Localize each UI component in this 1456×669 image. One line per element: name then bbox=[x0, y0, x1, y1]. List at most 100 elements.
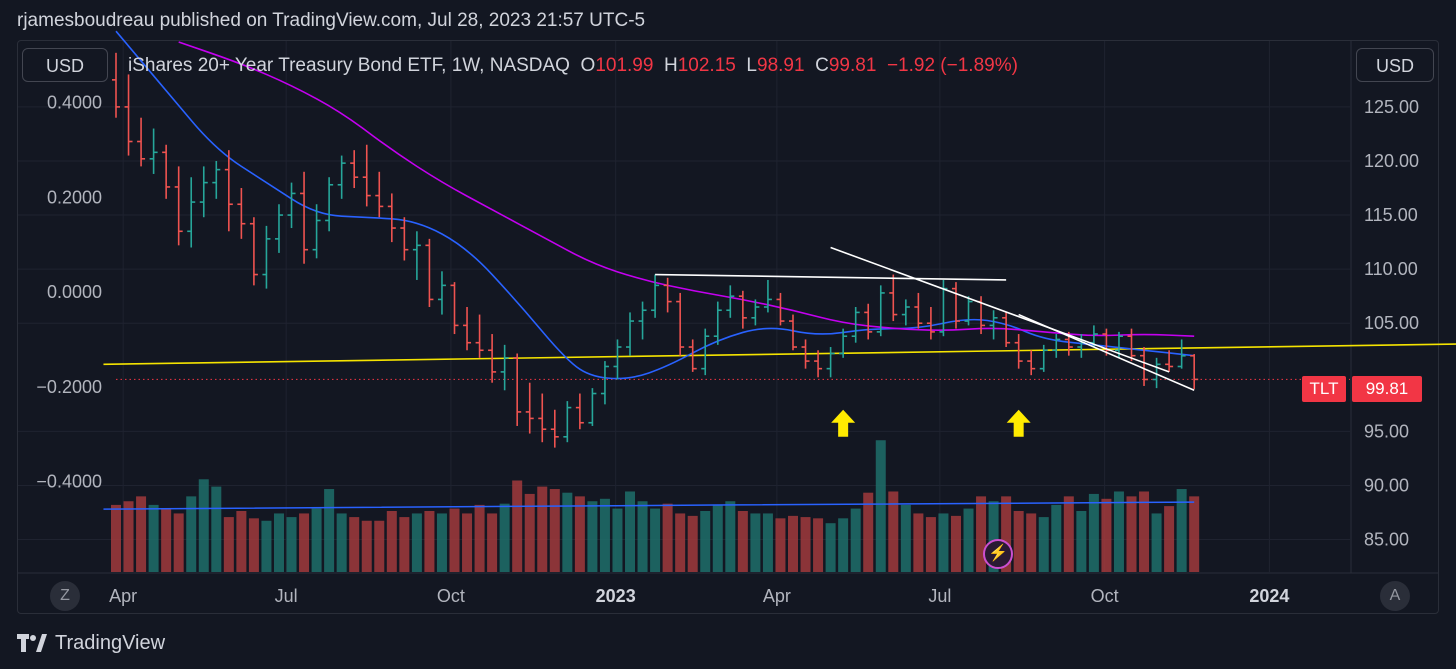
volume-bars bbox=[103, 440, 1200, 572]
ohlc-bar bbox=[513, 353, 522, 426]
sma-slow-line bbox=[178, 41, 1195, 338]
volume-bar bbox=[762, 513, 773, 572]
ohlc-bar bbox=[713, 301, 722, 345]
volume-bar bbox=[737, 511, 748, 572]
volume-bar bbox=[211, 486, 222, 572]
volume-bar bbox=[299, 513, 310, 572]
open-label: O bbox=[580, 55, 596, 76]
ohlc-bar bbox=[626, 312, 635, 356]
ohlc-bar bbox=[1152, 357, 1161, 389]
price-tick-label: 120.00 bbox=[1364, 151, 1419, 171]
volume-bar bbox=[976, 496, 987, 572]
volume-bar bbox=[599, 498, 610, 572]
volume-bar bbox=[136, 496, 147, 572]
volume-bar bbox=[273, 513, 284, 572]
ohlc-bar bbox=[651, 274, 660, 318]
volume-ma-line bbox=[103, 501, 1195, 510]
ohlc-bar bbox=[1077, 334, 1086, 358]
time-axis: Apr Jul Oct 2023 Apr Jul Oct 2024 bbox=[109, 586, 1289, 606]
chart-legend: iShares 20+ Year Treasury Bond ETF, 1W, … bbox=[128, 55, 1018, 77]
volume-bar bbox=[750, 513, 761, 572]
ohlc-bar bbox=[1165, 350, 1174, 372]
ohlc-bar bbox=[262, 225, 271, 289]
time-tick-label: Oct bbox=[437, 586, 465, 606]
volume-bar bbox=[574, 496, 585, 572]
volume-bar bbox=[424, 511, 435, 572]
volume-bar bbox=[587, 501, 598, 572]
time-tick-label: Jul bbox=[928, 586, 951, 606]
ohlc-bar bbox=[763, 279, 772, 313]
annotations bbox=[655, 246, 1195, 437]
volume-bar bbox=[462, 513, 473, 572]
ohlc-bar bbox=[1127, 328, 1136, 362]
volume-bar bbox=[487, 513, 498, 572]
price-tick-label: 90.00 bbox=[1364, 475, 1409, 495]
instrument-name: iShares 20+ Year Treasury Bond ETF, 1W, … bbox=[128, 55, 570, 76]
currency-button-left[interactable]: USD bbox=[22, 48, 108, 82]
volume-bar bbox=[925, 517, 936, 572]
volume-bar bbox=[900, 504, 911, 572]
volume-bar bbox=[336, 513, 347, 572]
ohlc-bar bbox=[249, 217, 258, 286]
ohlc-bar bbox=[312, 204, 321, 259]
tradingview-logo[interactable]: TradingView bbox=[17, 630, 165, 656]
volume-bar bbox=[1051, 504, 1062, 572]
ohlc-bar bbox=[500, 344, 509, 391]
volume-bar bbox=[813, 518, 824, 572]
volume-bar bbox=[938, 513, 949, 572]
volume-bar bbox=[512, 480, 523, 572]
volume-bar bbox=[700, 511, 711, 572]
wedge-upper-line bbox=[830, 246, 1170, 373]
volume-bar bbox=[675, 513, 686, 572]
volume-bar bbox=[963, 508, 974, 572]
ohlc-bar bbox=[488, 334, 497, 383]
yellow-trend-line bbox=[103, 343, 1456, 366]
ohlc-bar bbox=[463, 307, 472, 351]
volume-bar bbox=[537, 486, 548, 572]
ohlc-bar bbox=[751, 299, 760, 326]
volume-bar bbox=[612, 508, 623, 572]
chart-panel[interactable] bbox=[17, 40, 1439, 614]
ohlc-bar bbox=[776, 292, 785, 326]
price-axis: 85.00 90.00 95.00 105.00 110.00 115.00 120.00 1… bbox=[1364, 97, 1419, 550]
volume-bar bbox=[850, 508, 861, 572]
volume-bar bbox=[361, 520, 372, 572]
volume-bar bbox=[775, 518, 786, 572]
ohlc-bar bbox=[814, 350, 823, 378]
currency-button-right[interactable]: USD bbox=[1356, 48, 1434, 82]
ohlc-bars bbox=[112, 52, 1199, 448]
volume-bar bbox=[1026, 513, 1037, 572]
left-tick-label: −0.2000 bbox=[36, 377, 102, 397]
volume-bar bbox=[1176, 489, 1187, 572]
ohlc-bar bbox=[1014, 334, 1023, 369]
volume-bar bbox=[625, 491, 636, 572]
volume-bar bbox=[687, 515, 698, 572]
volume-bar bbox=[562, 492, 573, 572]
time-tick-label: Jul bbox=[275, 586, 298, 606]
volume-bar bbox=[1113, 491, 1124, 572]
ohlc-bar bbox=[538, 393, 547, 443]
volume-bar bbox=[111, 504, 121, 572]
left-scale-button[interactable]: Z bbox=[50, 581, 80, 611]
volume-bar bbox=[386, 511, 397, 572]
ohlc-bar bbox=[112, 52, 120, 118]
ohlc-bar bbox=[237, 188, 246, 239]
close-value: 99.81 bbox=[828, 55, 877, 76]
ohlc-bar bbox=[199, 166, 208, 218]
lightning-icon[interactable]: ⚡ bbox=[983, 539, 1013, 569]
left-tick-label: 0.2000 bbox=[47, 187, 102, 207]
time-tick-label: Apr bbox=[109, 586, 137, 606]
wedge-lower-line bbox=[1018, 313, 1195, 392]
time-tick-label: 2024 bbox=[1249, 586, 1289, 606]
volume-bar bbox=[1126, 496, 1137, 572]
price-tick-label: 125.00 bbox=[1364, 97, 1419, 117]
volume-bar bbox=[161, 508, 172, 572]
price-tick-label: 95.00 bbox=[1364, 421, 1409, 441]
auto-scale-button[interactable]: A bbox=[1380, 581, 1410, 611]
ohlc-bar bbox=[1027, 350, 1036, 376]
price-tick-label: 115.00 bbox=[1364, 205, 1418, 225]
close-label: C bbox=[815, 55, 829, 76]
ohlc-bar bbox=[951, 282, 960, 329]
ohlc-bar bbox=[550, 409, 559, 448]
